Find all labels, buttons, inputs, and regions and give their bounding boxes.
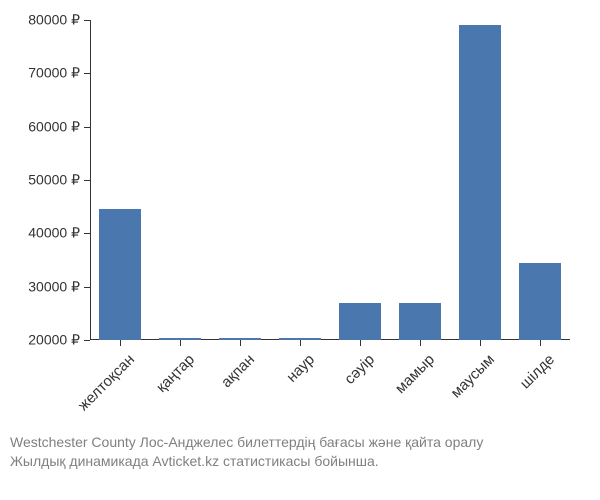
- x-tick-label: наур: [283, 351, 318, 386]
- y-axis: 20000 ₽30000 ₽40000 ₽50000 ₽60000 ₽70000…: [20, 20, 80, 340]
- bar: [99, 209, 141, 340]
- y-tick-mark: [84, 127, 90, 128]
- bar: [459, 25, 501, 340]
- y-tick-mark: [84, 340, 90, 341]
- x-tick-mark: [240, 340, 241, 346]
- y-tick-label: 70000 ₽: [20, 65, 80, 82]
- x-tick-label: мамыр: [392, 351, 438, 397]
- chart-container: 20000 ₽30000 ₽40000 ₽50000 ₽60000 ₽70000…: [90, 20, 570, 340]
- y-tick-label: 30000 ₽: [20, 278, 80, 295]
- y-tick-mark: [84, 233, 90, 234]
- x-tick-mark: [540, 340, 541, 346]
- y-tick-mark: [84, 73, 90, 74]
- bar: [339, 303, 381, 340]
- y-tick-mark: [84, 20, 90, 21]
- x-tick-mark: [120, 340, 121, 346]
- bar: [519, 263, 561, 340]
- y-tick-label: 60000 ₽: [20, 118, 80, 135]
- x-tick-mark: [360, 340, 361, 346]
- bars-area: [90, 20, 570, 340]
- x-tick-mark: [480, 340, 481, 346]
- x-tick-mark: [420, 340, 421, 346]
- y-tick-label: 20000 ₽: [20, 332, 80, 349]
- x-tick-label: ақпан: [218, 351, 258, 391]
- x-tick-mark: [300, 340, 301, 346]
- y-tick-label: 40000 ₽: [20, 225, 80, 242]
- y-tick-label: 80000 ₽: [20, 12, 80, 29]
- y-tick-mark: [84, 287, 90, 288]
- x-tick-label: қаңтар: [153, 351, 198, 396]
- x-tick-label: маусым: [448, 351, 499, 402]
- y-tick-mark: [84, 180, 90, 181]
- x-tick-mark: [180, 340, 181, 346]
- bar: [399, 303, 441, 340]
- caption-line-2: Жылдық динамикада Avticket.kz статистика…: [10, 452, 600, 472]
- caption-line-1: Westchester County Лос-Анджелес билеттер…: [10, 433, 600, 453]
- x-tick-label: шілде: [517, 351, 558, 392]
- x-tick-label: сәуір: [341, 351, 378, 388]
- x-labels: желтоқсанқаңтарақпаннаурсәуірмамырмаусым…: [90, 345, 570, 445]
- y-tick-label: 50000 ₽: [20, 172, 80, 189]
- chart-caption: Westchester County Лос-Анджелес билеттер…: [0, 433, 600, 472]
- x-tick-label: желтоқсан: [75, 351, 138, 414]
